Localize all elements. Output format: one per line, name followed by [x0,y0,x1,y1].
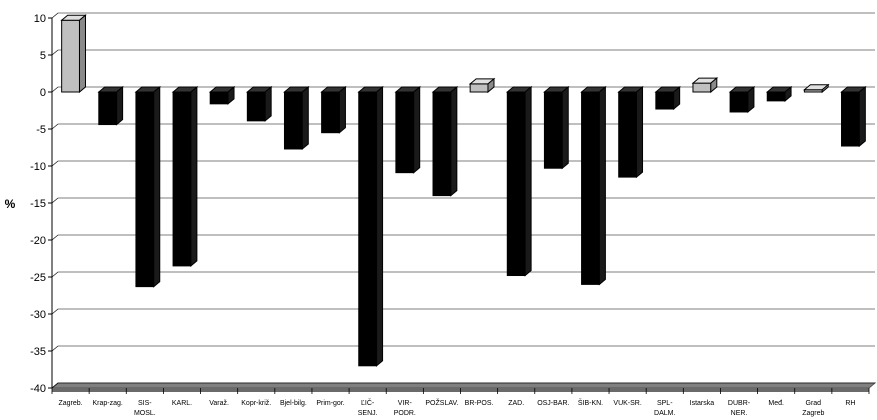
x-tick-label: POŽSLAV. [425,398,458,407]
y-tick-label: -25 [30,272,46,284]
bar-side-face [190,85,198,267]
y-tick-label: -15 [30,198,46,210]
y-tick-label: 10 [34,13,46,25]
bar [692,82,712,93]
bar-side-face [227,85,235,105]
bar [729,91,749,113]
bar-side-face [858,85,866,148]
gridline-depth [51,12,59,19]
gridline-depth [51,123,59,130]
x-tick-label: Istarska [690,400,715,407]
bar-side-face [301,85,309,151]
bar [98,91,118,126]
bar-side-face [747,85,755,114]
gridline-depth [51,345,59,352]
bar [358,91,378,367]
bar [395,91,415,174]
y-axis-title: % [5,197,16,211]
bar-side-face [116,85,124,126]
bar [543,91,563,169]
x-tick-label: PODR. [394,410,416,417]
chart-floor [50,382,877,389]
bar [766,91,786,102]
gridline-depth [51,382,59,389]
y-tick-label: -35 [30,346,46,358]
bar [321,91,340,134]
bar-side-face [561,85,569,170]
x-tick-label: SPL- [657,400,673,407]
bar [581,91,600,285]
x-tick-label: Prim-gor. [316,400,344,407]
bar-side-face [784,85,792,102]
x-tick-label: Varaž. [209,400,229,407]
bar-side-face [338,85,346,134]
y-tick-label: -40 [30,383,46,395]
x-tick-label: KARL. [172,400,192,407]
y-tick-label: 5 [40,50,46,62]
gridline-depth [51,86,59,93]
bar [506,91,526,277]
gridline-depth [51,234,59,241]
bar-side-face [376,85,384,367]
x-tick-label: SENJ. [358,410,378,417]
x-tick-label: MOSL. [134,410,156,417]
x-tick-label: VIR- [398,400,413,407]
x-tick-label: Zagreb. [59,400,83,407]
x-tick-label: Bjel-bilg. [280,400,307,407]
x-tick-label: Grad [806,400,822,407]
x-tick-label: DALM. [654,410,675,417]
bar [432,91,452,197]
bar [655,91,675,110]
bar-side-face [636,85,644,179]
bar [841,91,860,147]
bar [469,83,489,93]
bar-side-face [264,85,272,122]
bar-side-face [153,85,161,288]
x-tick-label: VUK-SR. [613,400,641,407]
gridline-depth [51,49,59,56]
x-tick-label: ŠIB-KN. [578,398,603,407]
bar [135,91,155,288]
y-tick-label: 0 [40,87,46,99]
x-tick-label: Krap-zag. [93,400,123,407]
bar [172,91,192,267]
bar [283,91,303,150]
x-tick-label: NER. [731,410,748,417]
gridline-depth [51,197,59,204]
bar-side-face [413,85,421,174]
gridline-depth [51,308,59,315]
x-tick-label: Zagreb [802,410,824,417]
bar-side-face [821,83,829,94]
bar-side-face [524,85,532,277]
x-tick-label: RH [845,400,855,407]
gridline-depth [51,160,59,167]
y-tick-label: -5 [36,124,46,136]
y-tick-label: -30 [30,309,46,321]
bar-side-face [598,85,606,286]
x-tick-label: BR-POS. [465,400,494,407]
x-tick-label: ZAD. [508,400,524,407]
bar-side-face [78,14,86,94]
x-tick-label: DUBR- [728,400,751,407]
x-tick-label: ĽIČ- [361,398,375,407]
gridline-depth [51,271,59,278]
bar [618,91,638,178]
bar-side-face [710,77,718,94]
x-tick-label: OSJ-BAR. [537,400,569,407]
bar-side-face [487,77,495,94]
bar-side-face [673,85,681,111]
bar [246,91,266,122]
bar [209,91,229,105]
x-tick-label: SIS- [138,400,152,407]
bar-side-face [450,85,458,197]
bar [61,19,80,93]
y-tick-label: -10 [30,161,46,173]
x-tick-label: Kopr-križ. [241,400,271,407]
x-tick-label: Međ. [768,400,784,407]
y-tick-label: -20 [30,235,46,247]
